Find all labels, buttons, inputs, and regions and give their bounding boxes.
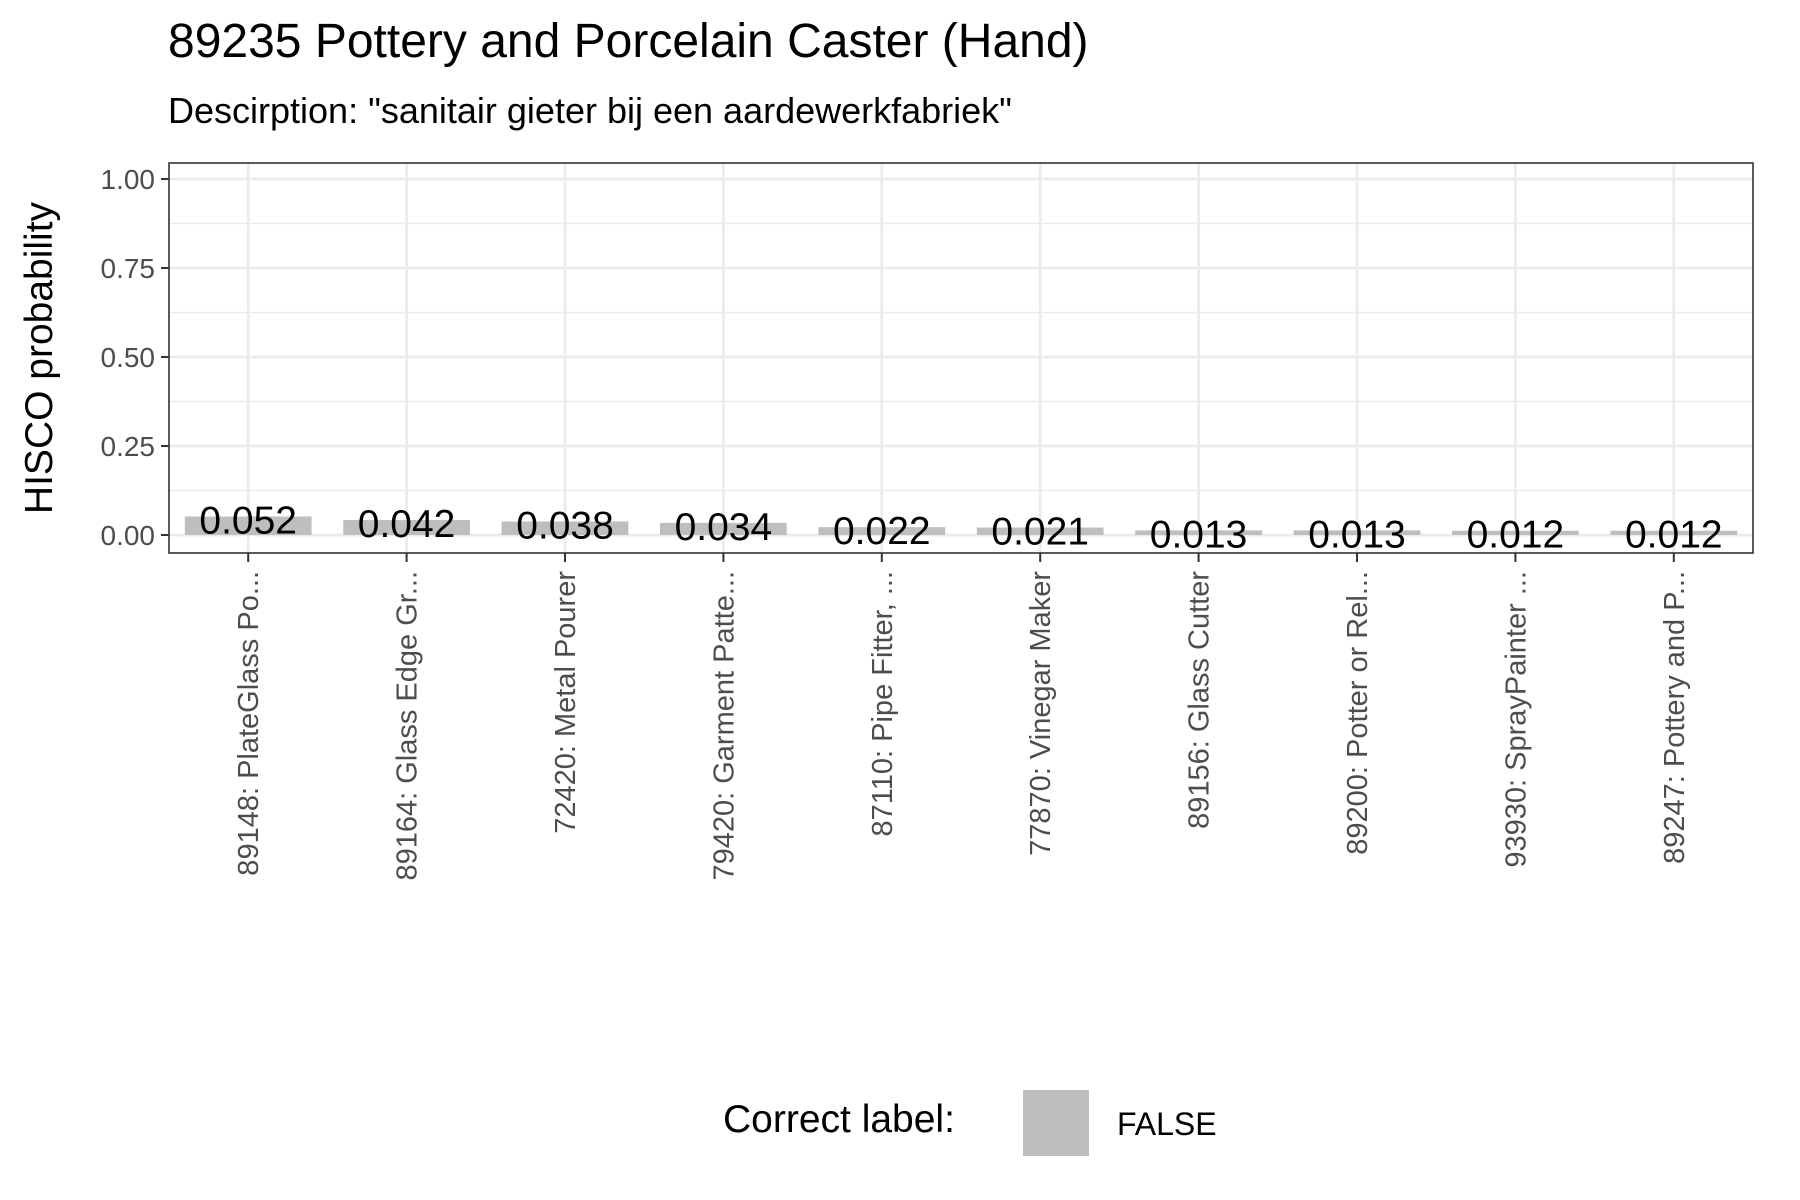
bar-value-label: 0.012 [1625, 514, 1723, 557]
y-tick-label: 1.00 [101, 164, 156, 195]
bar-value-label: 0.012 [1467, 514, 1565, 557]
y-tick-label: 0.25 [101, 431, 156, 462]
x-tick-label: 79420: Garment Patte... [708, 571, 740, 881]
x-tick-label: 89200: Potter or Rel... [1342, 571, 1374, 855]
x-tick-label: 72420: Metal Pourer [550, 571, 582, 834]
bar [184, 516, 312, 535]
bar [1610, 530, 1738, 535]
bar [818, 527, 946, 535]
legend-label-false: FALSE [1117, 1106, 1217, 1142]
x-tick-label: 89164: Glass Edge Gr... [392, 571, 424, 881]
chart-title: 89235 Pottery and Porcelain Caster (Hand… [168, 15, 1089, 68]
x-tick-label: 89247: Pottery and P... [1659, 571, 1691, 864]
bar-value-label: 0.038 [516, 504, 614, 547]
bar-value-label: 0.022 [833, 510, 931, 553]
bar [1452, 530, 1579, 535]
bar [343, 520, 470, 535]
y-axis-label: HISCO probability [18, 201, 61, 514]
x-tick-label: 77870: Vinegar Maker [1025, 571, 1057, 856]
y-tick-label: 0.75 [101, 253, 156, 284]
value-labels-layer: 0.052 0.042 0.038 0.034 0.022 0.021 0.013 0.013… [199, 499, 1722, 556]
x-tick-label: 89156: Glass Cutter [1184, 571, 1216, 829]
bar [1135, 530, 1262, 535]
bar-value-label: 0.042 [358, 503, 456, 546]
bar-value-label: 0.034 [675, 506, 773, 549]
bars-layer [184, 516, 1738, 535]
bar-value-label: 0.052 [199, 499, 297, 542]
x-tick-label: 93930: SprayPainter ... [1500, 571, 1532, 868]
x-tick-label: 89148: PlateGlass Po... [233, 571, 265, 876]
bar [660, 522, 787, 535]
y-tick-label: 0.00 [101, 520, 156, 551]
bar-value-label: 0.013 [1308, 513, 1406, 556]
grid-layer [169, 163, 1753, 553]
axes-layer: 0.00 0.25 0.50 0.75 1.00 89148: PlateGlass Po… [101, 164, 1691, 881]
bar [501, 521, 629, 535]
bar-value-label: 0.021 [991, 511, 1089, 554]
bar [976, 527, 1104, 535]
chart-subtitle: Descirption: "sanitair gieter bij een aa… [168, 90, 1012, 131]
bar-value-label: 0.013 [1150, 513, 1248, 556]
legend-key-false [1023, 1090, 1089, 1156]
x-tick-label: 87110: Pipe Fitter, ... [867, 571, 899, 836]
y-tick-label: 0.50 [101, 342, 156, 373]
bar [1293, 530, 1421, 535]
legend-title: Correct label: [723, 1098, 955, 1141]
